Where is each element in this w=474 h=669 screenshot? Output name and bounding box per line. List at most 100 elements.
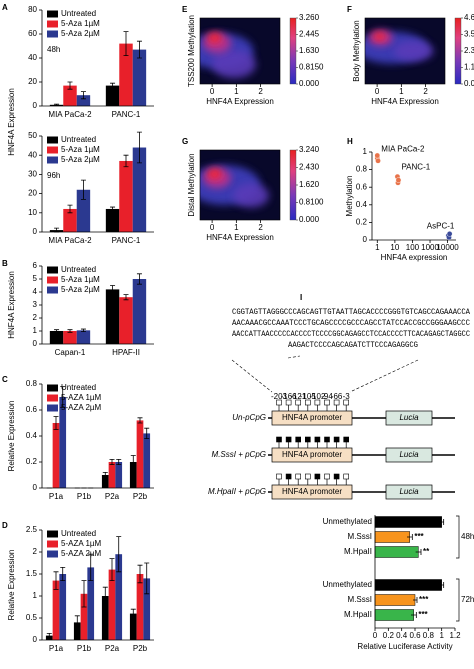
construct-label: M.SssI + pCpG [212, 450, 266, 459]
cpg-site [314, 473, 321, 480]
error-bar [130, 608, 136, 619]
bar [108, 462, 116, 488]
y-tick-label: 0.8 [26, 379, 38, 388]
bar [115, 462, 123, 488]
error-bar [110, 82, 116, 89]
reporter-label: Lucia [399, 450, 419, 459]
promoter-box [271, 447, 353, 463]
cpg-position: -102 [309, 392, 326, 401]
error-bar [413, 597, 418, 603]
category-label: M.HpaII [344, 610, 372, 619]
y-tick-label: 0 [33, 227, 38, 236]
error-bar [116, 536, 122, 573]
point-label: AsPC-1 [427, 222, 455, 231]
x-tick-label: 0 [373, 631, 378, 640]
bar [143, 433, 151, 488]
legend-swatch [47, 550, 58, 558]
error-bar [144, 427, 150, 439]
y-tick-label: 40 [28, 53, 37, 62]
cpg-site [285, 436, 292, 443]
panel-label: F [347, 5, 352, 14]
bar [101, 596, 109, 640]
cpg-position: -166 [281, 392, 298, 401]
y-tick-label: 4 [33, 287, 38, 296]
panel-label: B [2, 259, 8, 268]
colorbar-label: 1.1700 [464, 63, 474, 72]
legend-swatch [47, 146, 58, 154]
error-bar [67, 204, 73, 214]
x-tick-label: 0 [210, 223, 215, 232]
colorbar-label: 4.6800 [464, 13, 474, 22]
legend-swatch [47, 286, 58, 294]
legend-label: 5-AZA 1µM [61, 393, 102, 402]
x-axis-label: HNF4A expression [381, 253, 448, 262]
colorbar-label: 3.5100 [464, 30, 474, 39]
error-bar [130, 455, 136, 469]
bar [76, 330, 91, 344]
error-bar [439, 519, 445, 525]
y-tick-label: 0.4 [356, 200, 368, 209]
cpg-position: -121 [290, 392, 307, 401]
bar [73, 622, 81, 640]
cpg-site [333, 436, 340, 443]
error-bar [102, 586, 108, 606]
cpg-position: -94 [321, 392, 333, 401]
y-tick-label: 80 [28, 5, 37, 14]
category-label: Unmethylated [323, 580, 372, 589]
connector [231, 355, 419, 393]
x-axis-label: HNF4A Expression [371, 97, 439, 106]
y-tick-label: 1.5 [26, 569, 38, 578]
error-bar [110, 285, 116, 294]
density-blobs [365, 29, 434, 64]
bar [374, 516, 442, 528]
error-bar [80, 91, 86, 100]
bar [105, 85, 120, 106]
density-region [373, 32, 386, 41]
colorbar-label: 0.000 [299, 79, 320, 88]
legend-label: 5-Aza 1µM [61, 145, 100, 154]
error-bar [137, 564, 143, 584]
y-tick-label: 0 [363, 235, 368, 244]
x-tick-label: P2b [133, 644, 148, 653]
promoter-label: HNF4A promoter [282, 413, 342, 422]
reporter-box [385, 484, 433, 500]
colorbar-label: 3.260 [299, 13, 320, 22]
cpg-site [276, 473, 282, 480]
x-tick-label: P2a [105, 492, 120, 501]
point-label: MIA PaCa-2 [381, 144, 425, 153]
error-bar [88, 553, 94, 581]
x-tick-label: P2a [105, 644, 120, 653]
colorbar-label: 2.3400 [464, 46, 474, 55]
bar [119, 160, 133, 232]
y-tick-label: 6 [33, 261, 38, 270]
legend-swatch [47, 276, 58, 284]
error-bar [67, 81, 73, 90]
cpg-site [343, 473, 350, 480]
cpg-site [304, 436, 311, 443]
construct-label: Un-pCpG [232, 413, 266, 422]
y-tick-label: 0 [33, 635, 38, 644]
density-blobs [200, 165, 269, 208]
error-bar [144, 562, 150, 595]
legend-label: 5-AZA 2µM [61, 403, 102, 412]
legend-label: 5-Aza 1µM [61, 19, 100, 28]
bar [52, 423, 60, 488]
x-tick-label: 1 [375, 243, 380, 252]
cpg-site [324, 399, 330, 406]
x-axis-label: Relative Luciferase Activity [357, 642, 452, 651]
cpg-position: -203 [271, 392, 288, 401]
bar [63, 331, 77, 344]
error-bar [53, 416, 59, 430]
y-tick-label: 20 [28, 189, 37, 198]
significance-label: *** [414, 532, 424, 541]
bar [115, 554, 123, 640]
cpg-site [304, 399, 311, 406]
error-bar [123, 294, 129, 301]
x-tick-label: P1a [49, 644, 64, 653]
significance-label: *** [418, 610, 428, 619]
cpg-site [304, 473, 311, 480]
cpg-position: -105 [300, 392, 317, 401]
density-region [207, 168, 222, 179]
bar [59, 397, 67, 488]
x-tick-label: 2 [423, 87, 428, 96]
